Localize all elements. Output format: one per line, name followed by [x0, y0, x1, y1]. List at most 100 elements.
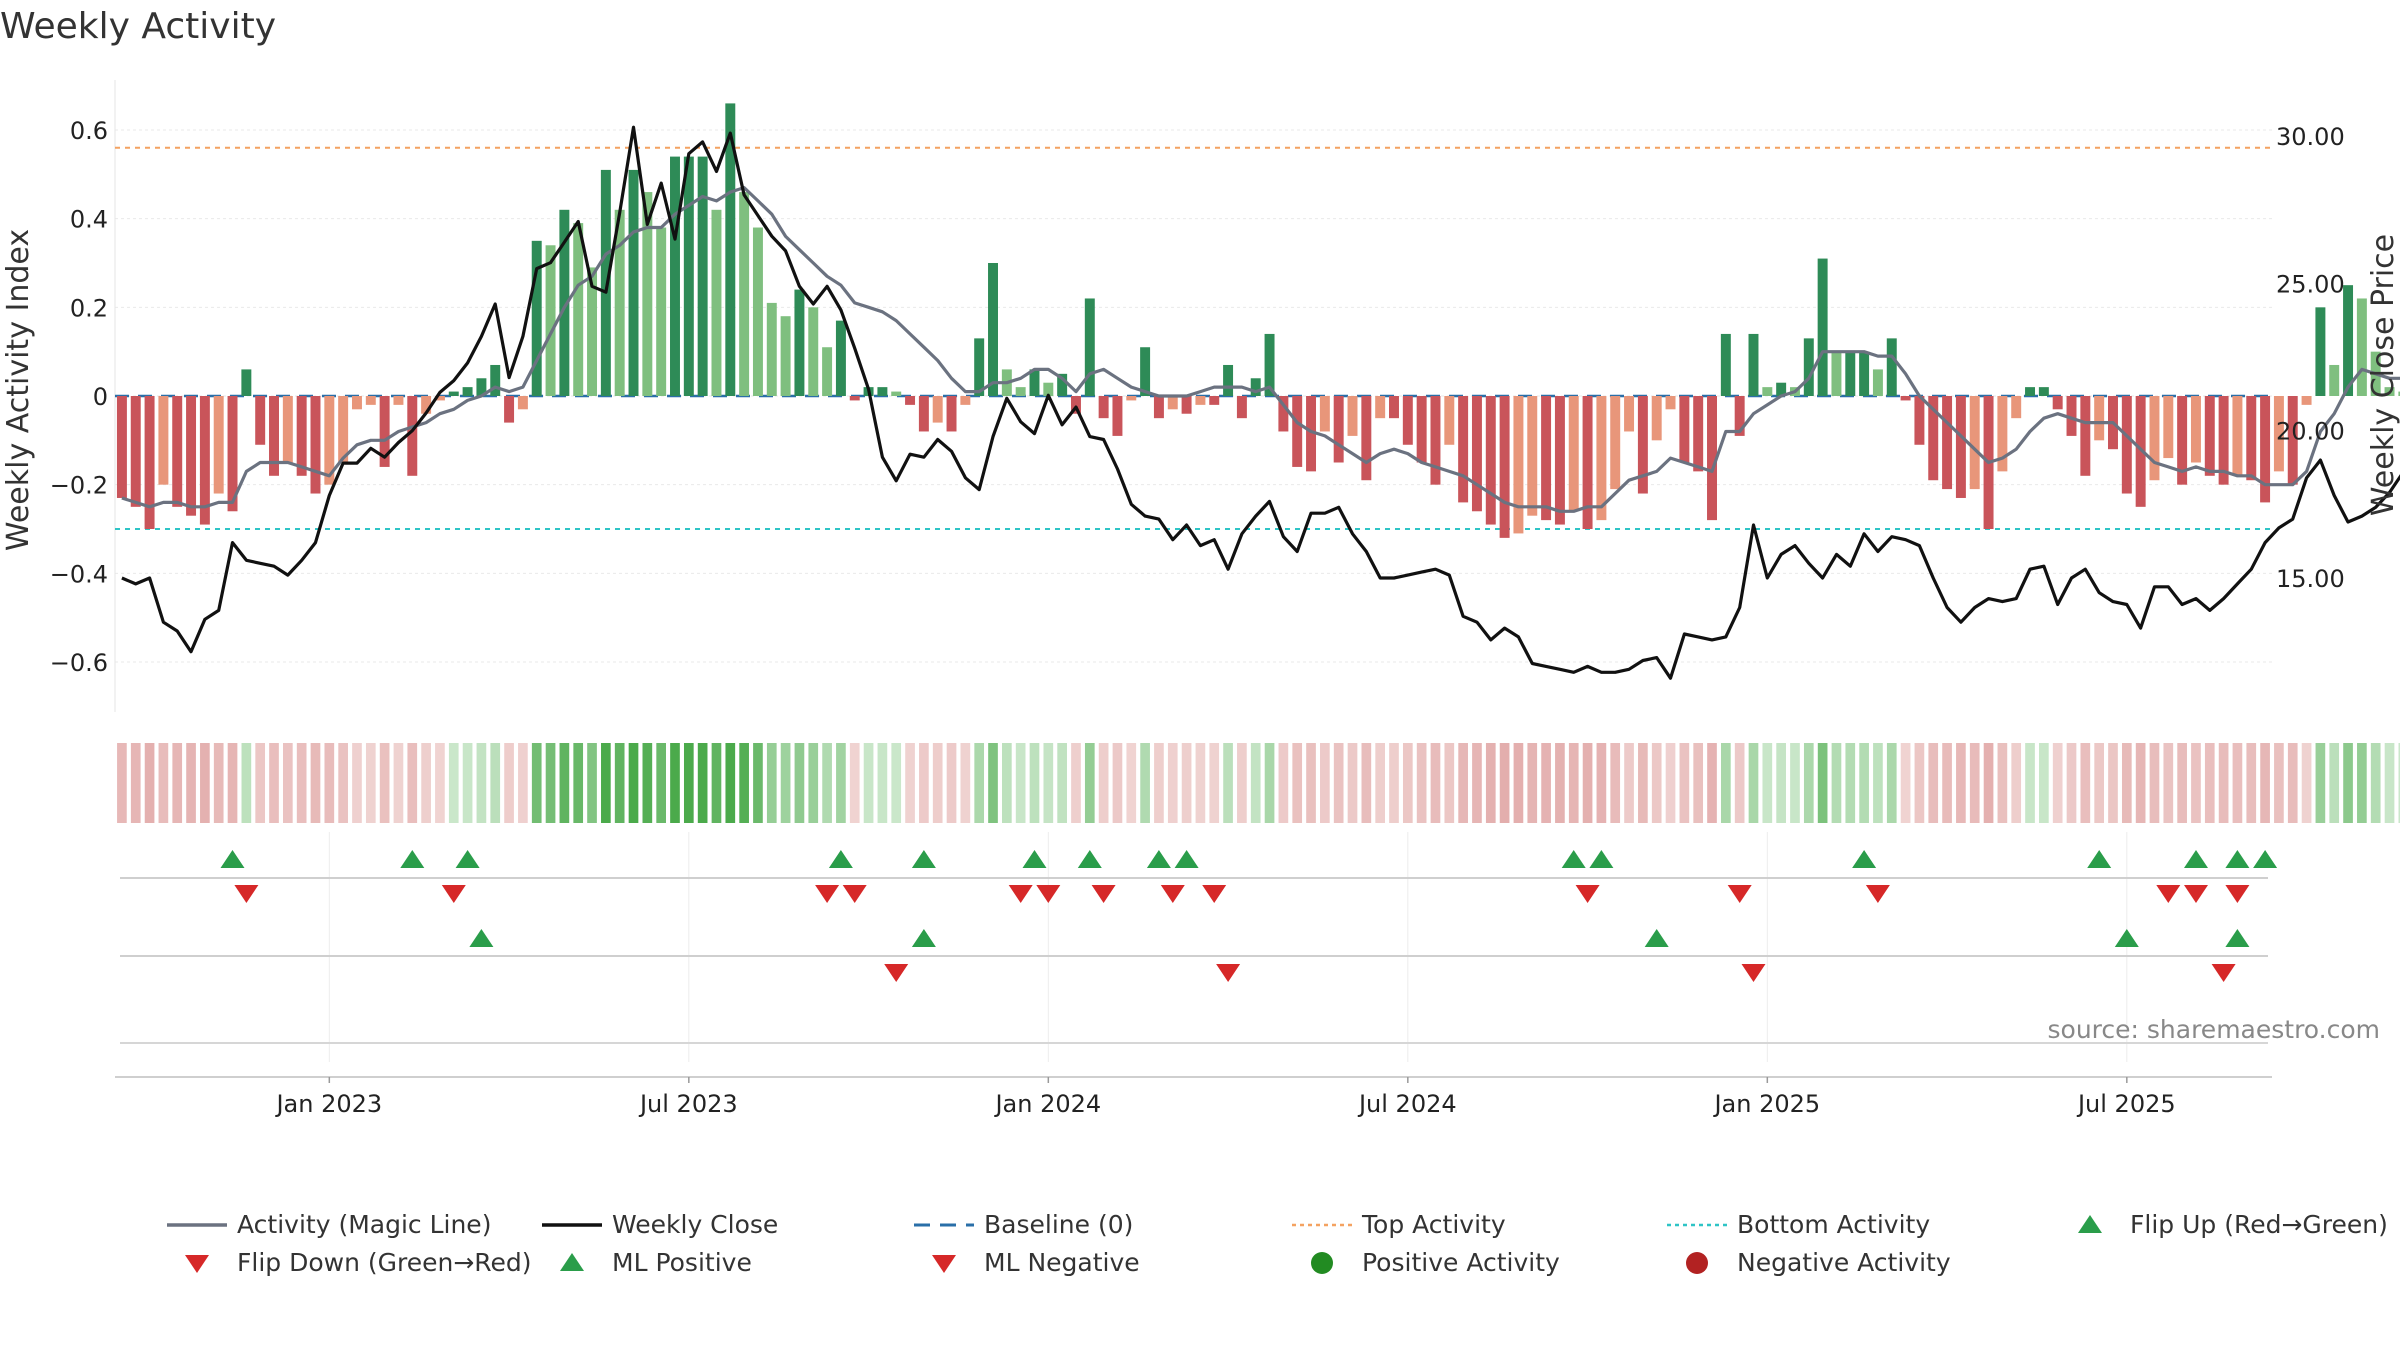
ml-negative-marker [2211, 964, 2236, 982]
heat-cell [2315, 743, 2326, 823]
activity-bar [808, 307, 819, 396]
heat-cell [1002, 743, 1012, 823]
activity-bar [1734, 396, 1745, 436]
heat-cell [1264, 743, 1275, 823]
activity-bar [1969, 396, 1980, 490]
right-tick-label: 25.00 [2276, 270, 2345, 298]
legend-swatch [560, 1253, 584, 1271]
weekly-close-line [121, 125, 2400, 680]
legend-label: Flip Down (Green→Red) [237, 1248, 532, 1277]
activity-bar [1513, 396, 1524, 534]
heat-cell [255, 743, 266, 823]
heat-cell [794, 743, 805, 823]
activity-bar [1693, 396, 1704, 472]
heat-cell [310, 743, 321, 823]
heat-cell [974, 743, 985, 823]
legend-entry: ML Positive [560, 1248, 752, 1277]
legend-label: Activity (Magic Line) [237, 1210, 491, 1239]
activity-bar [780, 316, 791, 396]
heat-cell [766, 743, 777, 823]
activity-bar [379, 396, 390, 467]
x-axis: Jan 2023 Jul 2023 Jan 2024 Jul 2024 Jan 2025… [115, 1076, 2272, 1118]
activity-bar [670, 156, 680, 396]
activity-bar [2066, 396, 2077, 436]
activity-bar [2094, 396, 2105, 441]
activity-bar [1389, 396, 1399, 419]
activity-bar [2260, 396, 2271, 503]
heat-cell [670, 743, 680, 823]
heat-cell [1721, 743, 1731, 823]
heat-cell [324, 743, 335, 823]
left-tick-label: 0.6 [70, 117, 108, 145]
heat-cell [891, 743, 902, 823]
activity-bar [2038, 387, 2049, 396]
heat-cell [1969, 743, 1980, 823]
legend-label: Weekly Close [612, 1210, 778, 1239]
flip-up-marker [1146, 850, 1171, 868]
activity-bar [186, 396, 197, 516]
activity-bar [393, 396, 404, 405]
flip-down-marker [1202, 885, 1227, 903]
ml-negative-marker [1216, 964, 1241, 982]
flip-up-marker [2087, 850, 2112, 868]
activity-bar [1624, 396, 1635, 432]
heat-cell [1195, 743, 1206, 823]
flip-marker-rows [120, 850, 2278, 1044]
activity-bar [1928, 396, 1939, 481]
heat-cell [1333, 743, 1344, 823]
heat-cell [1762, 743, 1773, 823]
heat-cell [269, 743, 279, 823]
left-tick-label: 0.2 [70, 294, 108, 322]
legend-swatch [1686, 1252, 1708, 1274]
activity-bar [974, 338, 985, 396]
heat-cell [601, 743, 611, 823]
heat-cell [338, 743, 348, 823]
heat-cell [1444, 743, 1455, 823]
heat-cell [1402, 743, 1413, 823]
activity-bar [2177, 396, 2188, 485]
activity-heat-strip [117, 743, 2400, 823]
activity-bar [365, 396, 376, 405]
heat-cell [1223, 743, 1233, 823]
heat-cell [2080, 743, 2091, 823]
activity-bar [434, 396, 445, 401]
activity-bar [1057, 373, 1068, 396]
activity-bar [614, 209, 625, 396]
activity-bar [227, 396, 238, 512]
flip-down-marker [1865, 885, 1890, 903]
activity-bar [1720, 333, 1731, 396]
heat-cell [697, 743, 708, 823]
activity-bar [1582, 396, 1593, 529]
activity-bar [213, 396, 224, 494]
heat-cell [1956, 743, 1966, 823]
heat-cell [1209, 743, 1220, 823]
flip-down-marker [1008, 885, 1033, 903]
activity-bar [1333, 396, 1344, 463]
chart-title: Weekly Activity [0, 6, 276, 47]
flip-down-marker [1036, 885, 1061, 903]
activity-bar [158, 396, 169, 485]
heat-cell [1320, 743, 1330, 823]
activity-bar [1070, 396, 1081, 414]
legend-entry: Flip Down (Green→Red) [185, 1248, 532, 1277]
activity-bar [2273, 396, 2284, 472]
activity-bar [2163, 396, 2174, 459]
activity-bar [628, 169, 639, 396]
activity-bar [1195, 396, 1206, 405]
heat-cell [2329, 743, 2340, 823]
heat-cell [490, 743, 501, 823]
flip-up-marker [828, 850, 853, 868]
activity-bar [573, 223, 584, 396]
heat-cell [1389, 743, 1399, 823]
activity-bar [1568, 396, 1579, 512]
activity-bar [1126, 396, 1137, 401]
flip-down-marker [815, 885, 840, 903]
heat-cell [172, 743, 183, 823]
heat-cell [379, 743, 390, 823]
heat-cell [1015, 743, 1026, 823]
heat-cell [642, 743, 653, 823]
legend-swatch [185, 1255, 209, 1273]
activity-bar [1485, 396, 1496, 525]
heat-cell [1638, 743, 1648, 823]
legend-entry: Weekly Close [542, 1210, 778, 1239]
